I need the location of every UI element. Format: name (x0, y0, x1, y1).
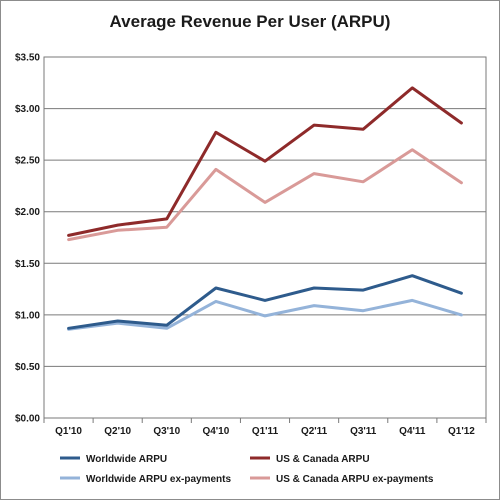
legend-label: US & Canada ARPU (276, 454, 370, 465)
x-tick-label: Q3'10 (153, 426, 180, 437)
series-line-0 (67, 274, 463, 330)
x-tick-label: Q4'11 (399, 426, 426, 437)
y-tick-label: $3.50 (15, 53, 40, 64)
legend-label: Worldwide ARPU ex-payments (86, 474, 231, 485)
x-tick-label: Q1'11 (252, 426, 279, 437)
series-line-3 (67, 148, 463, 242)
y-tick-label: $0.00 (15, 414, 40, 425)
plot-area-border (43, 56, 487, 419)
x-tick-label: Q4'10 (202, 426, 229, 437)
legend-label: US & Canada ARPU ex-payments (276, 474, 434, 485)
series-line-2 (67, 298, 463, 331)
series-line-1 (67, 86, 463, 237)
x-tick-label: Q2'10 (104, 426, 131, 437)
y-tick-label: $3.00 (15, 104, 40, 115)
x-tick-label: Q1'12 (448, 426, 475, 437)
x-tick-label: Q1'10 (55, 426, 82, 437)
y-tick-label: $0.50 (15, 362, 40, 373)
legend-label: Worldwide ARPU (86, 454, 167, 465)
y-tick-label: $1.00 (15, 310, 40, 321)
y-tick-label: $1.50 (15, 259, 40, 270)
x-tick-label: Q3'11 (350, 426, 377, 437)
chart-title: Average Revenue Per User (ARPU) (109, 12, 391, 31)
y-tick-label: $2.00 (15, 207, 40, 218)
y-tick-label: $2.50 (15, 156, 40, 167)
x-tick-label: Q2'11 (301, 426, 328, 437)
